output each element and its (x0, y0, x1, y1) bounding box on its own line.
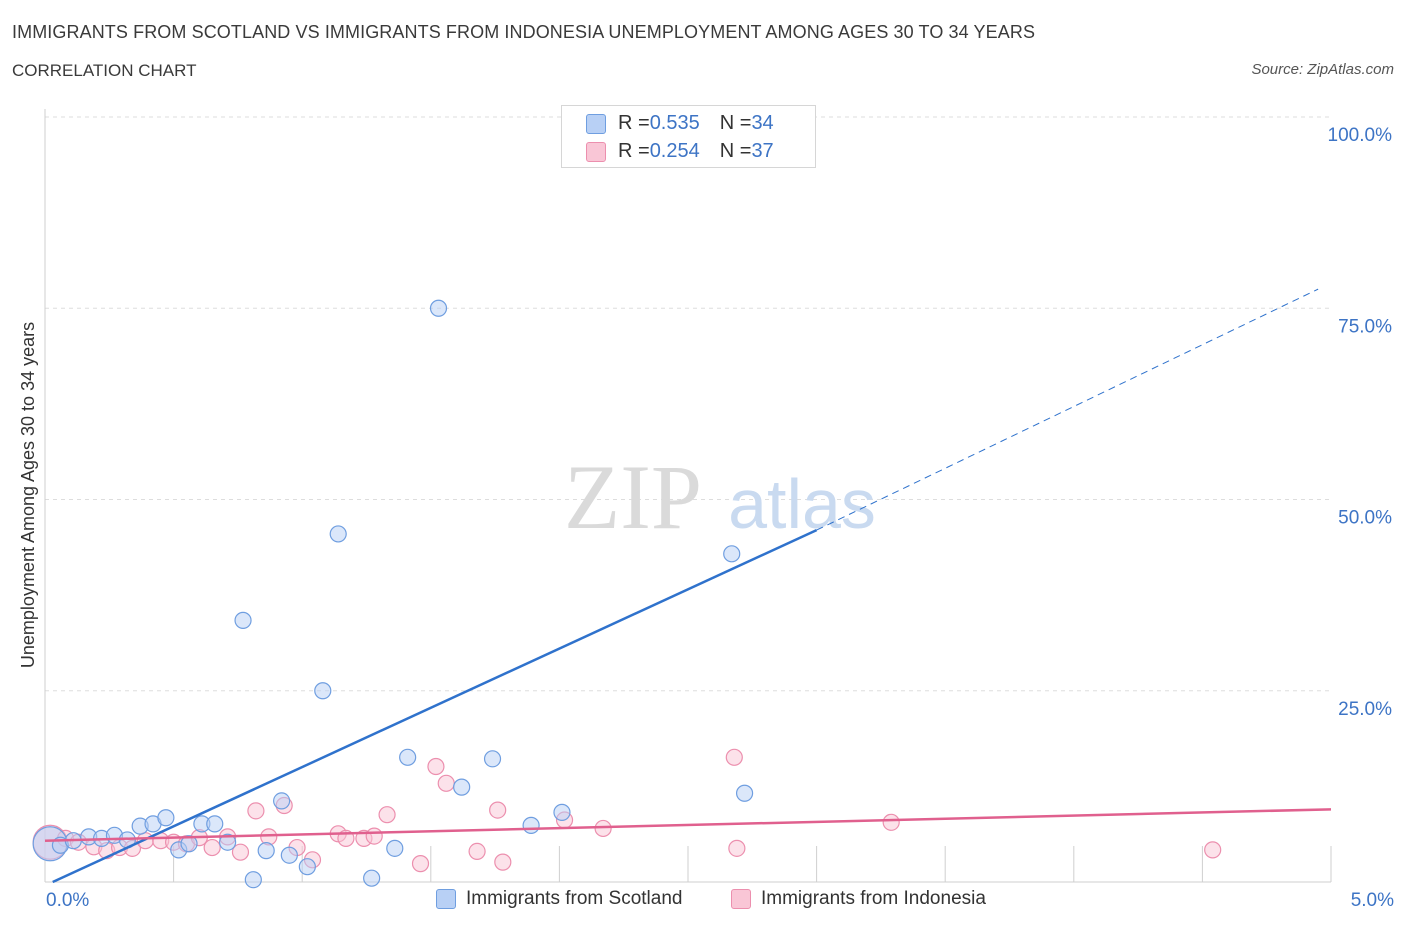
chart-title: IMMIGRANTS FROM SCOTLAND VS IMMIGRANTS F… (12, 22, 1036, 42)
scotland-point (522, 816, 540, 834)
r-value: 0.254 (649, 140, 700, 162)
scotland-points (32, 108, 754, 889)
scotland-point (329, 525, 347, 543)
scotland-trend-extension (816, 288, 1319, 531)
chart-subtitle: CORRELATION CHART (12, 61, 197, 80)
legend-label-scotland: Immigrants from Scotland (466, 888, 683, 909)
scotland-swatch (586, 113, 606, 134)
scotland-point (386, 839, 404, 857)
y-axis-label: Unemployment Among Ages 30 to 34 years (18, 322, 38, 668)
x-min-label: 0.0% (46, 890, 90, 911)
scotland-point (219, 833, 237, 851)
stats-row-indonesia: R = 0.254 N = 37 (586, 140, 774, 163)
stats-row-scotland: R = 0.535 N = 34 (586, 112, 774, 135)
indonesia-points (32, 748, 1222, 873)
scotland-point (363, 869, 381, 887)
indonesia-point (882, 813, 900, 831)
indonesia-swatch (586, 141, 606, 162)
scotland-point (280, 846, 298, 864)
n-value: 34 (751, 112, 774, 134)
scotland-point (180, 835, 198, 853)
indonesia-trend-line (44, 808, 1332, 842)
trend-lines (44, 288, 1332, 884)
indonesia-point (725, 748, 743, 766)
indonesia-point (468, 842, 486, 861)
scotland-point (157, 809, 175, 827)
gridlines (45, 116, 1331, 692)
scotland-point (399, 748, 417, 766)
indonesia-point (378, 806, 396, 824)
scotland-point (244, 871, 262, 889)
watermark-atlas: atlas (728, 465, 876, 543)
n-label: N = (719, 112, 752, 134)
scotland-trend-line (52, 528, 818, 884)
indonesia-point (365, 827, 383, 845)
indonesia-legend-swatch (731, 889, 751, 909)
n-label: N = (719, 140, 752, 162)
r-label: R = (618, 112, 650, 134)
y-tick-label: 50.0% (1338, 508, 1392, 529)
scotland-point (314, 682, 332, 700)
x-max-label: 5.0% (1350, 890, 1394, 911)
y-tick-label: 100.0% (1328, 125, 1393, 146)
indonesia-point (203, 838, 221, 857)
indonesia-point (437, 774, 455, 792)
legend-item-scotland[interactable]: Immigrants from Scotland (436, 888, 682, 910)
stats-legend: R = 0.535 N = 34 R = 0.254 N = 37 (561, 105, 816, 168)
indonesia-point (247, 802, 265, 820)
indonesia-point (489, 801, 507, 819)
scotland-point (257, 842, 275, 860)
watermark-zip: ZIP (564, 446, 702, 548)
scotland-point (453, 778, 471, 796)
scotland-point (273, 792, 291, 810)
r-label: R = (618, 140, 650, 162)
y-tick-label: 75.0% (1338, 316, 1392, 337)
scotland-legend-swatch (436, 889, 456, 909)
source-label: Source: ZipAtlas.com (1251, 61, 1394, 78)
indonesia-point (427, 757, 445, 776)
scotland-point (429, 299, 448, 317)
r-value: 0.535 (649, 112, 700, 134)
scotland-point (206, 815, 224, 833)
scotland-point (553, 803, 571, 821)
n-value: 37 (751, 140, 774, 162)
scotland-point (298, 858, 316, 876)
scotland-point (483, 750, 502, 768)
watermark: ZIP atlas (564, 446, 876, 548)
indonesia-point (494, 853, 512, 871)
indonesia-point (728, 839, 746, 857)
legend-label-indonesia: Immigrants from Indonesia (761, 888, 986, 909)
y-tick-labels: 25.0% 50.0% 75.0% 100.0% (1328, 125, 1393, 720)
indonesia-point (411, 855, 430, 873)
indonesia-point (231, 843, 250, 861)
scotland-point (735, 784, 754, 802)
legend-item-indonesia[interactable]: Immigrants from Indonesia (731, 888, 986, 910)
scotland-point (723, 545, 741, 563)
scotland-point (234, 611, 252, 629)
indonesia-point (1204, 841, 1222, 859)
bottom-legend: Immigrants from Scotland Immigrants from… (0, 888, 1406, 916)
y-tick-label: 25.0% (1338, 699, 1392, 720)
